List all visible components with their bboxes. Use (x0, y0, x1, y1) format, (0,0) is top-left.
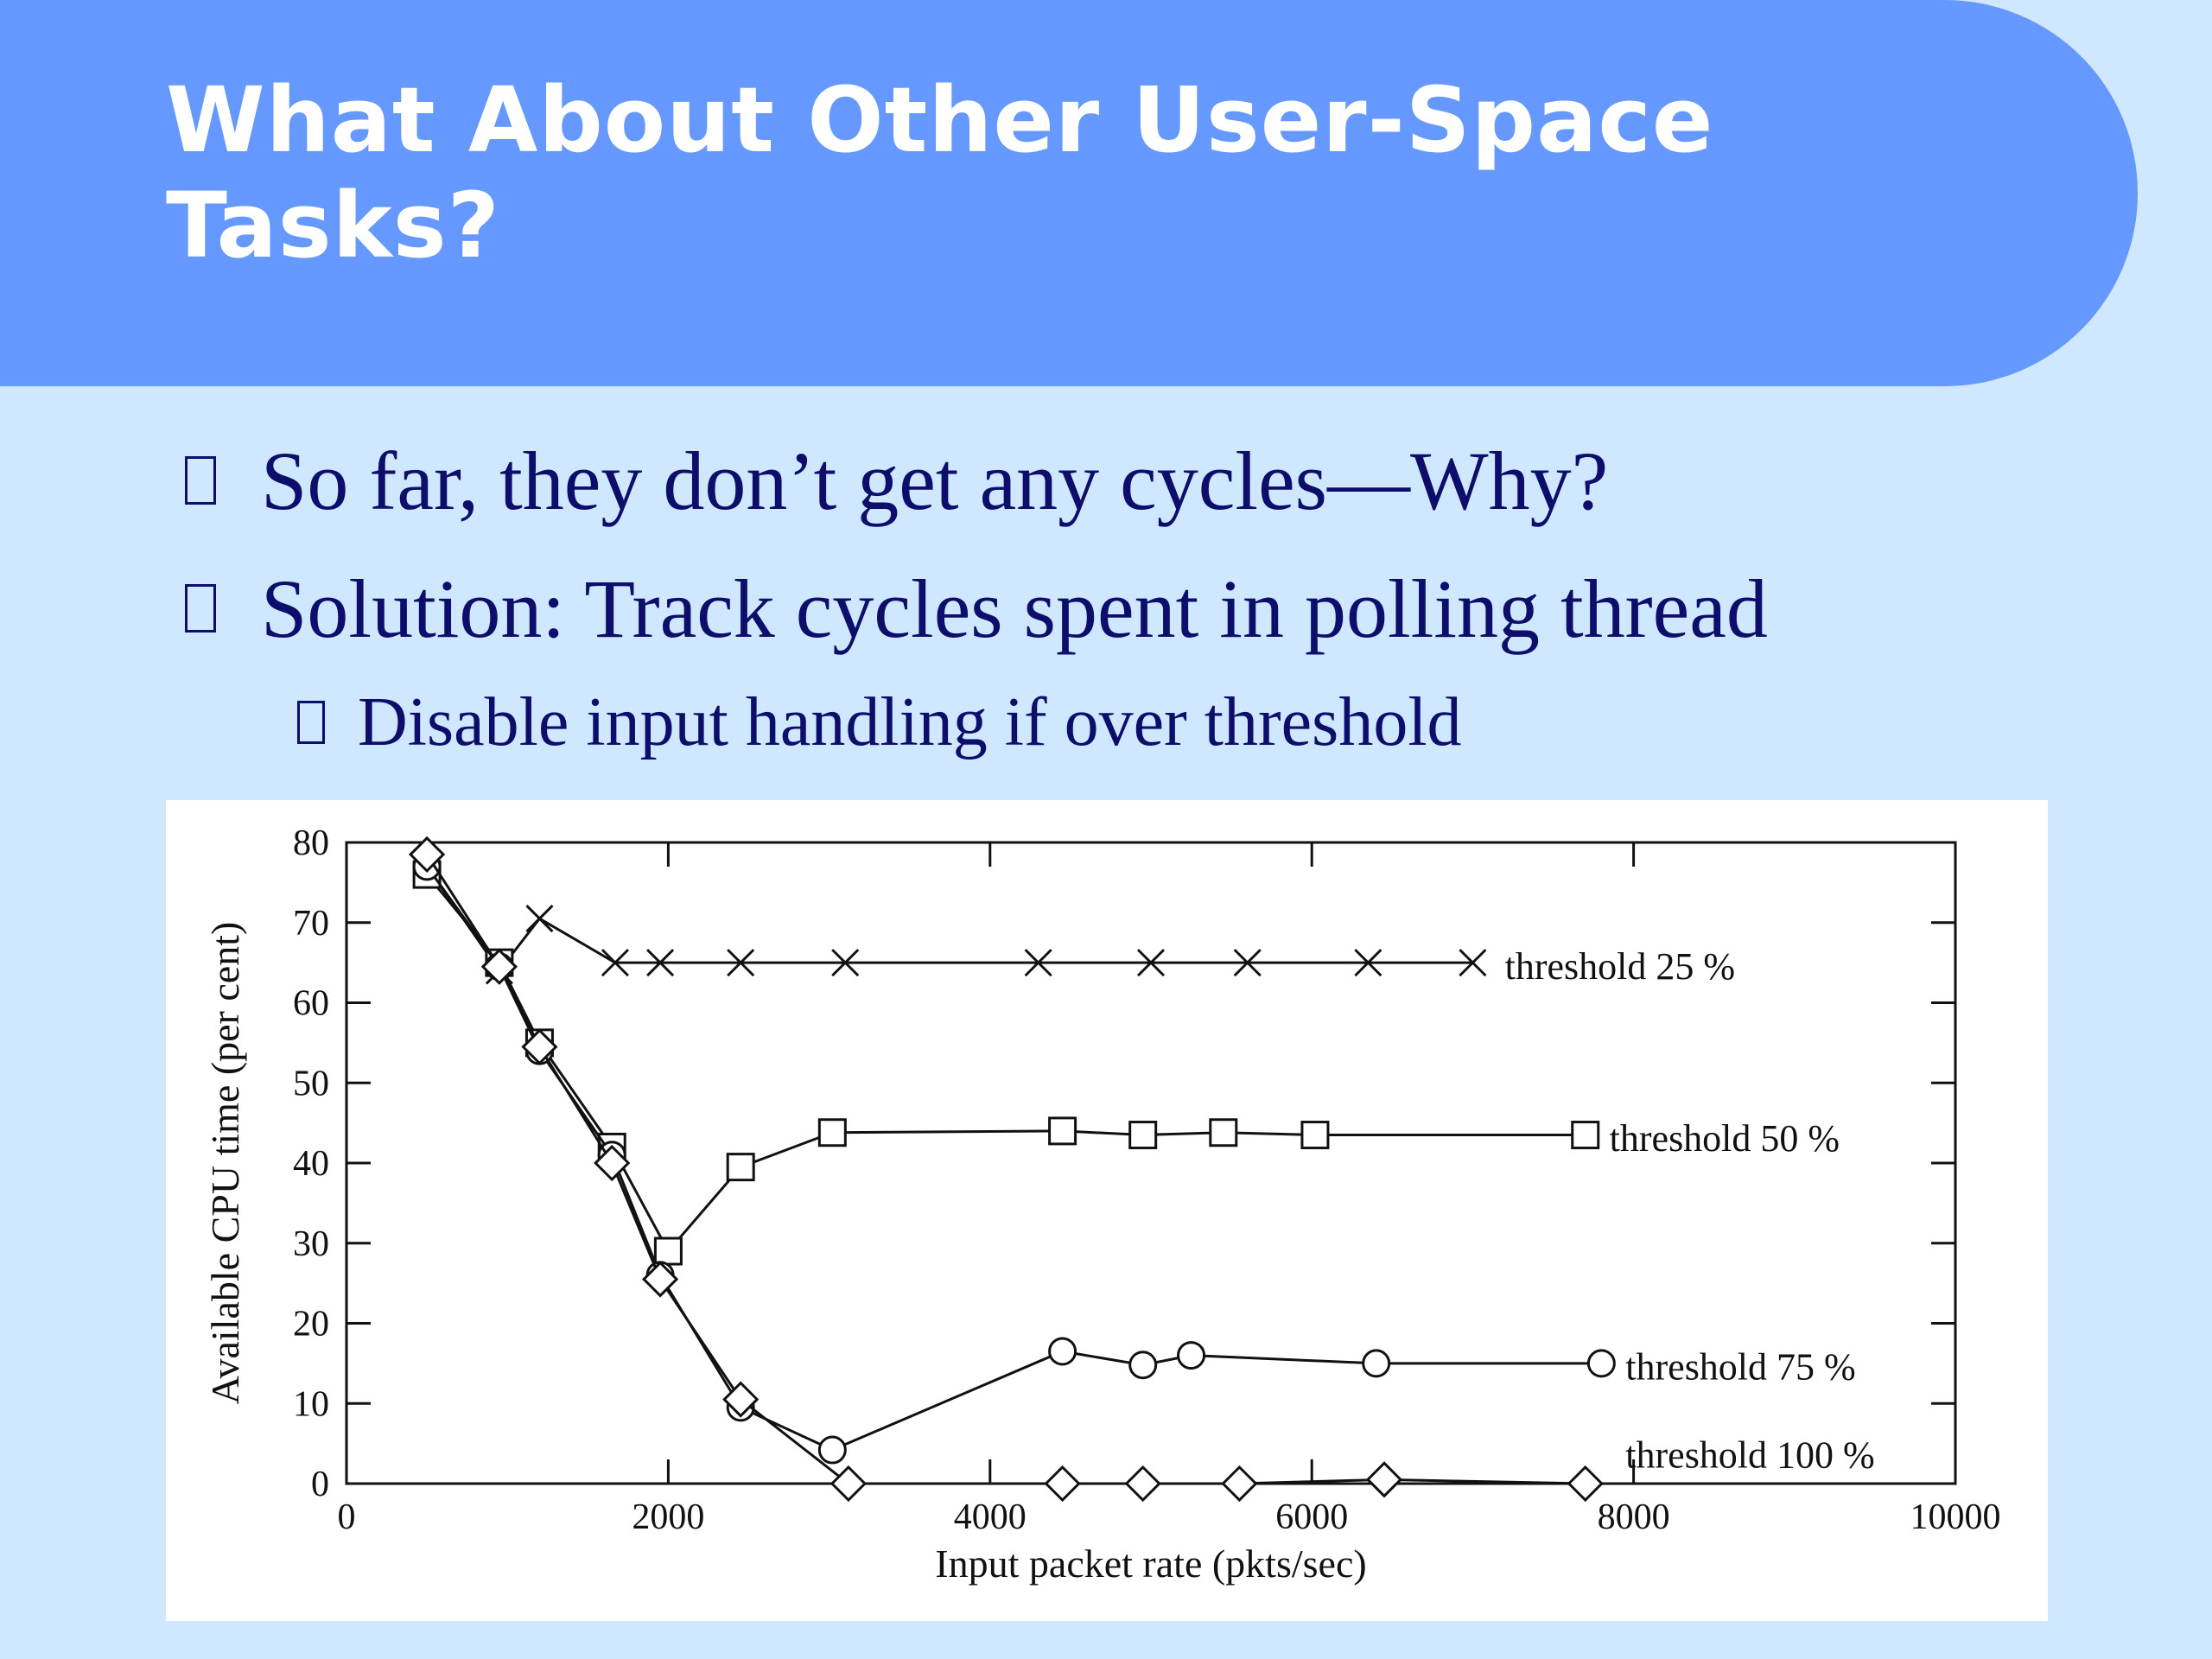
y-tick-label: 60 (293, 984, 329, 1024)
chart-series (408, 836, 1616, 1503)
series-4 (408, 836, 1604, 1503)
data-point-x-marker (1233, 949, 1262, 977)
data-point-diamond-marker (1365, 1461, 1403, 1498)
data-point-square-marker (1571, 1121, 1600, 1150)
series-line (425, 854, 1586, 1485)
y-axis-label: Available CPU time (per cent) (203, 922, 247, 1405)
data-point-circle-marker (1177, 1341, 1206, 1370)
data-point-x-marker (1354, 949, 1382, 977)
data-point-square-marker (726, 1153, 755, 1182)
data-point-diamond-marker (641, 1261, 679, 1298)
x-tick-label: 6000 (1275, 1497, 1348, 1537)
series-line (425, 874, 1586, 1254)
data-point-diamond-marker (594, 1144, 631, 1182)
y-tick-label: 0 (311, 1465, 329, 1504)
y-tick-label: 50 (293, 1064, 329, 1103)
data-point-x-marker (831, 949, 860, 977)
data-point-x-marker (646, 949, 675, 977)
series-label-2: threshold 50 % (1610, 1117, 1840, 1160)
marker-stroke (646, 949, 675, 977)
series-3 (412, 852, 1616, 1465)
chart-panel: 0 2000 4000 6000 8000 10000 0 10 20 30 40 50 60 70 80 I… (166, 800, 2048, 1621)
data-point-x-marker (525, 905, 554, 933)
bullet-text: So far, they don’t get any cycles—Why? (261, 434, 1609, 527)
data-point-circle-marker (1586, 1349, 1616, 1378)
y-tick-label: 80 (293, 823, 329, 863)
data-point-x-marker (727, 949, 755, 977)
y-tick-label: 30 (293, 1224, 329, 1264)
data-point-circle-marker (817, 1435, 847, 1465)
marker-stroke (601, 949, 630, 977)
marker-stroke (525, 905, 554, 933)
data-point-square-marker (1048, 1116, 1077, 1146)
data-point-diamond-marker (722, 1381, 760, 1418)
marker-stroke (1354, 949, 1382, 977)
title-band: What About Other User-Space Tasks? (0, 0, 2138, 386)
data-point-square-marker (817, 1118, 847, 1147)
data-point-square-marker (653, 1236, 683, 1266)
x-tick-label: 8000 (1598, 1497, 1670, 1537)
cpu-time-chart: 0 2000 4000 6000 8000 10000 0 10 20 30 40 50 60 70 80 I… (203, 823, 2001, 1586)
data-point-square-marker (1128, 1121, 1158, 1150)
data-point-diamond-marker (1124, 1465, 1161, 1503)
bullet-marker-icon (185, 584, 216, 632)
data-point-diamond-marker (408, 836, 446, 874)
data-point-diamond-marker (1567, 1465, 1604, 1503)
slide-title: What About Other User-Space Tasks? (166, 67, 1713, 278)
bullet-text: Solution: Track cycles spent in polling … (261, 562, 1768, 655)
series-label-3: threshold 75 % (1625, 1346, 1855, 1389)
data-point-x-marker (601, 949, 630, 977)
data-point-circle-marker (1362, 1349, 1391, 1378)
bullet-marker-icon (297, 701, 325, 744)
marker-stroke (831, 949, 860, 977)
data-point-diamond-marker (1044, 1465, 1081, 1503)
data-point-circle-marker (1048, 1337, 1077, 1366)
data-point-diamond-marker (480, 948, 518, 985)
x-tick-label: 0 (338, 1497, 356, 1537)
x-axis-label: Input packet rate (pkts/sec) (935, 1541, 1366, 1586)
data-point-diamond-marker (521, 1028, 558, 1065)
marker-stroke (727, 949, 755, 977)
marker-stroke (1459, 949, 1487, 977)
series-label-1: threshold 25 % (1505, 945, 1735, 988)
bullet-text: Disable input handling if over threshold (358, 683, 1462, 760)
y-tick-label: 20 (293, 1305, 329, 1344)
series-label-4: threshold 100 % (1625, 1434, 1874, 1477)
data-point-diamond-marker (830, 1465, 868, 1503)
slide-title-line2: Tasks? (166, 173, 501, 278)
x-tick-label: 10000 (1910, 1497, 2001, 1537)
marker-stroke (1024, 949, 1052, 977)
slide-title-line1: What About Other User-Space (166, 67, 1714, 173)
bullet-item-1: So far, they don’t get any cycles—Why? (185, 429, 1608, 532)
series-2 (412, 860, 1600, 1266)
data-point-circle-marker (1128, 1351, 1158, 1380)
marker-stroke (1136, 949, 1166, 977)
chart-labels: threshold 25 % threshold 50 % threshold 75… (1505, 945, 1875, 1477)
data-point-square-marker (1209, 1118, 1238, 1147)
bullet-item-3: Disable input handling if over threshold (297, 679, 1462, 766)
y-tick-label: 70 (293, 904, 329, 944)
bullet-marker-icon (185, 456, 216, 505)
series-line (425, 865, 1473, 973)
x-tick-label: 2000 (632, 1497, 704, 1537)
data-point-x-marker (1459, 949, 1487, 977)
bullet-item-2: Solution: Track cycles spent in polling … (185, 556, 1768, 660)
data-point-x-marker (1136, 949, 1166, 977)
series-1 (413, 852, 1487, 985)
data-point-diamond-marker (1221, 1465, 1258, 1503)
bullet-list: So far, they don’t get any cycles—Why? S… (0, 0, 2212, 778)
data-point-square-marker (1300, 1121, 1330, 1150)
y-tick-label: 40 (293, 1144, 329, 1184)
x-tick-label: 4000 (954, 1497, 1027, 1537)
marker-stroke (1233, 949, 1262, 977)
data-point-x-marker (1024, 949, 1052, 977)
y-tick-label: 10 (293, 1384, 329, 1424)
